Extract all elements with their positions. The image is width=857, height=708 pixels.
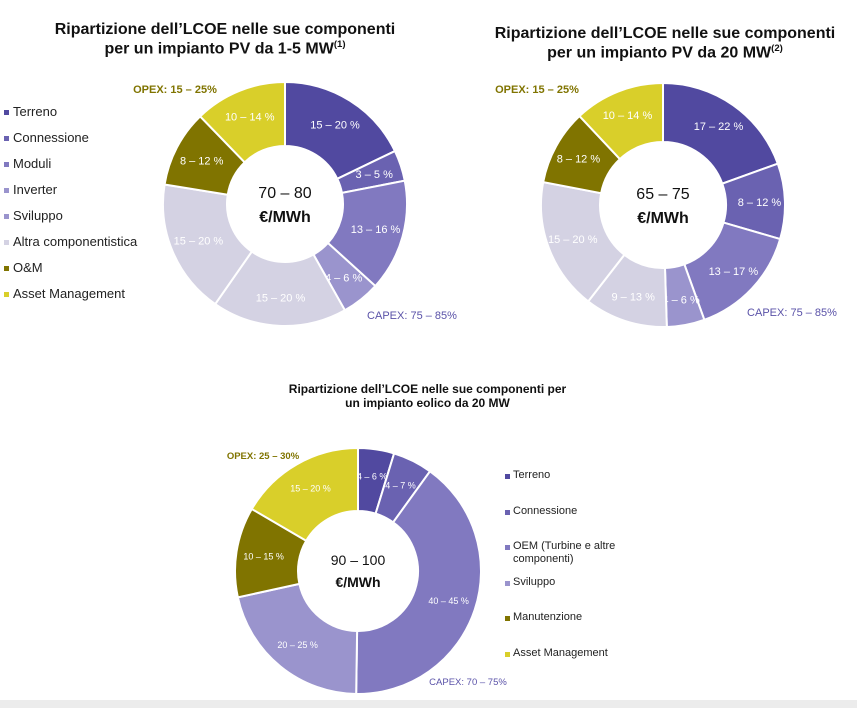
donut-chart-2: 17 – 22 % 8 – 12 % 13 – 17 % 4 – 6 % 9 – 13 …	[495, 81, 837, 328]
slice-moduli	[355, 469, 482, 695]
legend-label: Moduli	[13, 156, 52, 171]
legend-swatch	[4, 266, 9, 271]
chart-title-line1: Ripartizione dell’LCOE nelle sue compone…	[54, 21, 396, 38]
footnote-mark: (2)	[771, 43, 783, 55]
chart-title-line2: un impianto eolico da 20 MW	[345, 396, 510, 411]
legend-label: Terreno	[513, 469, 551, 481]
slice-label-inverter: 20 – 25 %	[277, 640, 318, 650]
donut-chart-3: 4 – 6 %4 – 7 % 40 – 45 % 20 – 25 % 10 – 15 …	[227, 446, 507, 696]
legend-swatch	[505, 651, 510, 657]
slice-label-asset: 10 – 14 %	[603, 110, 653, 122]
slice-label-connessione: 3 – 5 %	[356, 169, 394, 181]
slice-asset	[198, 80, 286, 164]
legend-swatch	[4, 136, 9, 141]
slice-label-terreno: 15 – 20 %	[310, 119, 360, 131]
legend-swatch	[4, 162, 9, 167]
chart-title-line2-text: per un impianto PV da 1-5 MW	[104, 40, 334, 58]
chart-title-line1: Ripartizione dell’LCOE nelle sue compone…	[288, 382, 567, 396]
chart-title-line1: Ripartizione dell’LCOE nelle sue compone…	[494, 25, 836, 42]
slice-label-om: 8 – 12 %	[557, 153, 601, 165]
slice-label-connessione: 4 – 7 %	[385, 481, 416, 491]
center-unit: €/MWh	[637, 210, 689, 227]
footnote-mark: (1)	[333, 39, 346, 51]
slice-inverter	[236, 582, 359, 696]
slice-label-om: 8 – 12 %	[180, 155, 224, 167]
center-value: 70 – 80	[258, 185, 311, 202]
chart-title-pv-20mw: Ripartizione dell’LCOE nelle sue compone…	[470, 24, 857, 63]
chart-title-wind-20mw: Ripartizione dell’LCOE nelle sue compone…	[250, 382, 605, 411]
slice-label-moduli: 40 – 45 %	[428, 596, 469, 606]
chart-title-line2: per un impianto PV da 1-5 MW(1)	[30, 39, 420, 59]
legend-swatch	[505, 545, 510, 550]
legend-label: O&M	[13, 260, 43, 275]
legend-label: Altra componentistica	[13, 234, 138, 249]
slice-label-terreno: 4 – 6 %	[357, 472, 388, 482]
legend-swatch	[4, 110, 9, 115]
legend-label: Sviluppo	[513, 575, 556, 588]
center-value: 90 – 100	[331, 552, 386, 568]
chart-title-line2-text: per un impianto PV da 20 MW	[547, 44, 772, 62]
capex-label: CAPEX: 75 – 85%	[747, 307, 837, 319]
slice-asset	[578, 81, 664, 161]
opex-label: OPEX: 15 – 25%	[133, 84, 217, 96]
legend-swatch	[4, 214, 9, 219]
legend-label: Connessione	[513, 504, 578, 517]
legend-label: Sviluppo	[13, 208, 63, 223]
slice-label-terreno: 17 – 22 %	[694, 121, 744, 133]
footer-bar	[0, 700, 857, 708]
opex-label: OPEX: 25 – 30%	[227, 451, 300, 462]
slice-label-asset: 10 – 14 %	[225, 112, 275, 124]
legend-swatch	[505, 474, 510, 479]
legend-label: Terreno	[13, 104, 58, 119]
chart-title-line2: per un impianto PV da 20 MW(2)	[470, 43, 857, 63]
center-unit: €/MWh	[335, 574, 380, 590]
legend-label: OEM (Turbine e altre componenti)	[513, 540, 616, 565]
legend-label: Manutenzione	[513, 611, 583, 623]
legend-swatch	[4, 292, 9, 297]
capex-label: CAPEX: 75 – 85%	[367, 310, 457, 322]
legend-swatch	[4, 240, 9, 245]
legend-label: Inverter	[13, 182, 58, 197]
slice-label-sviluppo: 9 – 13 %	[611, 292, 655, 304]
legend-swatch	[505, 580, 510, 586]
slice-label-connessione: 8 – 12 %	[738, 197, 782, 209]
legend-label: Asset Management	[13, 286, 126, 301]
center-value: 65 – 75	[636, 186, 689, 203]
slice-label-moduli: 13 – 17 %	[709, 266, 759, 278]
slice-label-sviluppo: 15 – 20 %	[256, 293, 306, 305]
slice-label-inverter: 4 – 6 %	[325, 272, 363, 284]
legend-label: Asset Management	[513, 646, 608, 659]
slice-label-altra: 15 – 20 %	[174, 236, 224, 248]
legend-swatch	[505, 616, 510, 621]
slice-label-altra: 15 – 20 %	[548, 234, 598, 246]
slice-terreno	[662, 81, 780, 185]
slice-label-moduli: 13 – 16 %	[351, 224, 401, 236]
slice-label-om: 10 – 15 %	[243, 551, 284, 561]
legend-swatch	[505, 509, 510, 515]
capex-label: CAPEX: 70 – 75%	[429, 677, 507, 688]
opex-label: OPEX: 15 – 25%	[495, 84, 579, 96]
legend-label: Connessione	[13, 130, 89, 145]
legend-swatch	[4, 188, 9, 193]
slice-label-asset: 15 – 20 %	[290, 483, 331, 493]
center-unit: €/MWh	[259, 209, 311, 226]
slice-asset	[250, 446, 359, 543]
slice-label-inverter: 4 – 6 %	[662, 295, 700, 307]
donut-chart-1: 15 – 20 % 3 – 5 % 13 – 16 % 4 – 6 % 15 – 20 …	[133, 80, 457, 327]
chart-title-pv-1-5mw: Ripartizione dell’LCOE nelle sue compone…	[30, 20, 420, 59]
